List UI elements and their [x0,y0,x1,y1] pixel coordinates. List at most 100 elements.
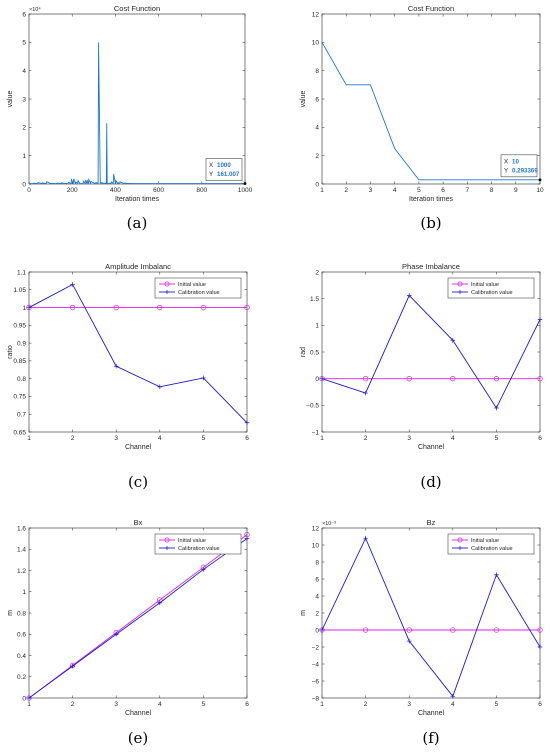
y-axis-label: rad [300,347,307,357]
data-point-plus [406,293,412,298]
datatip-y-value: 161.007 [217,171,240,178]
legend-marker-plus [457,545,463,551]
data-point-plus [450,337,456,343]
data-point-plus [201,567,206,572]
chart-title: Amplitude Imbalanc [105,262,171,271]
y-tick-label: 0 [22,181,26,188]
x-tick-label: 2 [364,701,368,708]
data-point-circle [537,627,543,633]
datatip-y-label: Y [504,167,508,174]
x-tick-label: 800 [196,187,207,194]
series-line-1 [322,42,540,181]
chart-panel-3: Amplitude Imbalanc 1 2 3 4 5 6 0.65 0.7 0.75 0.8 0.… [7,262,250,451]
data-point-plus [70,663,75,669]
datatip-box [500,154,538,178]
x-tick-label: 7 [466,187,470,194]
y-tick-label: −2 [312,644,320,651]
x-tick-label: 2 [71,701,75,708]
x-tick-label: 3 [369,187,373,194]
data-point-plus [363,535,368,541]
data-point-plus [494,405,499,411]
legend-label: Calibration value [471,546,513,552]
datatip[interactable]: X 10 Y 0.293369 [500,154,538,178]
x-tick-label: 9 [514,187,518,194]
legend-label: Initial value [178,538,206,544]
x-tick-label: 200 [67,187,78,194]
datatip-box [205,158,243,181]
data-point-plus [70,282,75,287]
x-axis-label: Channel [125,444,152,451]
panel-label: (c) [128,473,148,491]
y-tick-label: 2 [315,153,319,160]
y-tick-label: 1 [315,323,319,330]
datatip[interactable]: X 1000 Y 161.007 [205,158,243,181]
x-tick-label: 4 [393,187,397,194]
legend-marker-circle [457,281,463,287]
x-tick-label: 1 [27,701,31,708]
chart-panel-5: Bx 1 2 3 4 5 6 0 0.2 0.4 0.6 0.8 1 1.2 1.4 1.6 Channel m I… [7,518,250,717]
y-tick-label: 0.65 [13,429,26,436]
y-tick-label: 0.5 [310,349,319,356]
y-tick-label: 0 [315,181,319,188]
legend-marker-plus [457,289,463,295]
data-point-circle [450,376,456,382]
y-tick-label: 6 [315,96,319,103]
y-tick-label: 2 [22,125,26,132]
data-point-circle [493,376,500,382]
y-tick-label: 0.75 [13,394,26,401]
y-tick-label: −1 [312,429,320,436]
x-tick-label: 3 [114,701,118,708]
x-tick-label: 4 [158,435,162,442]
y-tick-label: 1 [22,153,26,160]
series-line-1 [29,42,245,184]
x-tick-label: 6 [538,435,542,442]
y-axis-label: value [300,91,307,108]
y-tick-label: 0.8 [17,376,26,383]
x-tick-label: 3 [114,435,118,442]
x-tick-label: 5 [202,701,206,708]
x-axis-label: Iteration times [115,196,159,203]
data-point-plus [319,376,325,381]
data-point-plus [537,644,543,650]
y-tick-label: 3 [22,96,26,103]
data-point-plus [26,305,32,310]
y-tick-label: 8 [315,559,319,566]
series-line-2 [322,294,540,409]
y-tick-label: 0 [315,376,319,383]
y-tick-label: 1.05 [13,287,26,294]
data-point-plus [113,631,119,637]
data-point-circle [537,376,543,382]
x-tick-label: 6 [538,701,542,708]
y-tick-label: 1.2 [17,568,26,575]
y-tick-label: 0.85 [13,358,26,365]
y-tick-label: −0.5 [306,403,319,410]
datatip-marker [243,182,247,185]
datatip-y-value: 0.293369 [512,167,538,174]
data-point-plus [244,420,250,426]
y-tick-label: 8 [315,68,319,75]
x-tick-label: 2 [364,435,368,442]
legend-box [447,533,535,555]
y-tick-label: 4 [315,593,319,600]
y-tick-label: 0.2 [17,674,26,681]
y-tick-label: 6 [315,576,319,583]
chart-title: Cost Function [408,4,454,13]
x-axis-label: Channel [418,444,445,451]
data-point-plus [537,317,543,322]
y-exponent-label: ×10⁻³ [322,521,336,527]
y-tick-label: 1 [22,589,26,596]
chart-panel-6: Bz1 2 3 4 5 6−8−6−4−2024681012×10⁻³ChannelmIn… [300,518,543,717]
plot-area [321,271,541,433]
y-tick-label: −4 [312,661,320,668]
legend-marker-circle [164,537,170,543]
x-tick-label: 1 [27,435,31,442]
data-point-circle [157,304,163,311]
data-point-circle [244,304,250,311]
y-tick-label: 1 [22,305,26,312]
datatip-x-label: X [209,162,213,169]
x-axis-label: Iteration times [409,196,453,203]
y-tick-label: −8 [312,695,320,702]
x-tick-label: 1 [320,435,324,442]
